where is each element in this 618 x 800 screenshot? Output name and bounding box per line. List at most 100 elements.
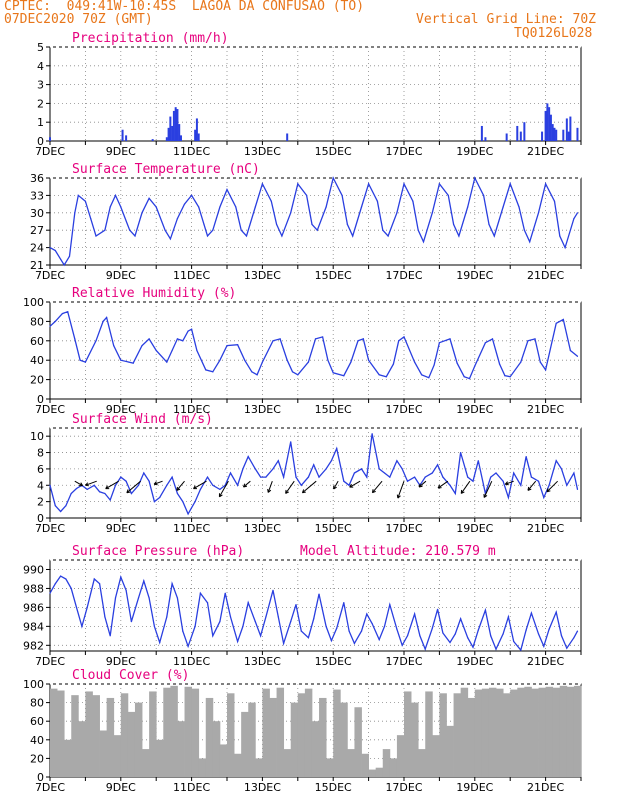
cloud-bar — [290, 702, 299, 777]
cloud-bar — [496, 688, 504, 777]
rh-point — [520, 361, 522, 363]
rh-point — [106, 316, 108, 319]
rh-point — [449, 338, 451, 340]
cloud-xtick-label: 17DEC — [385, 781, 422, 794]
cloud-title: Cloud Cover (%) — [72, 668, 189, 683]
pres-point — [242, 625, 244, 627]
pres-point — [313, 618, 315, 620]
precip-bar — [569, 116, 572, 141]
wind-point — [176, 492, 179, 495]
cloud-bar — [283, 749, 292, 777]
pres-point — [513, 640, 515, 643]
wind-arrow — [505, 480, 514, 485]
temp-title: Surface Temperature (nC) — [72, 162, 260, 177]
cloud-bar — [474, 689, 483, 777]
temp-point — [129, 229, 131, 231]
cloud-bar — [149, 691, 157, 777]
temp-point — [412, 200, 414, 202]
pres-point — [371, 622, 373, 625]
precip-bar — [567, 131, 570, 141]
temp-point — [95, 235, 97, 237]
pres-point — [75, 606, 78, 608]
wind-ytick-label: 0 — [37, 512, 44, 525]
pres-point — [336, 627, 338, 629]
rh-point — [468, 378, 471, 380]
pres-point — [437, 608, 439, 610]
temp-point — [290, 212, 292, 214]
cloud-bar — [566, 686, 575, 777]
temp-point — [84, 200, 86, 202]
wind-arrowhead — [105, 485, 108, 489]
pres-point — [460, 618, 462, 620]
pres-point — [442, 632, 444, 634]
precip-bar — [516, 125, 519, 141]
precip-ytick-label: 4 — [37, 60, 44, 73]
rh-point — [261, 361, 263, 363]
pres-point — [360, 630, 363, 632]
rh-xtick-label: 11DEC — [173, 403, 210, 416]
rh-xtick-label: 9DEC — [106, 403, 136, 416]
precip-ytick-label: 2 — [37, 97, 44, 110]
wind-point — [348, 484, 350, 486]
temp-point — [431, 212, 433, 214]
temp-point — [155, 206, 157, 208]
pres-point — [206, 602, 209, 604]
temp-point — [306, 194, 308, 196]
rh-point — [256, 374, 258, 376]
rh-point — [297, 374, 299, 376]
cloud-bar — [212, 721, 221, 777]
cloud-xtick-label: 7DEC — [35, 781, 65, 794]
precip-bar — [125, 135, 128, 141]
cloud-xtick-label: 11DEC — [173, 781, 210, 794]
rh-point — [545, 369, 547, 371]
precip-bar — [167, 127, 170, 141]
pres-point — [537, 633, 540, 635]
pres-point — [229, 616, 232, 618]
cloud-bar — [531, 688, 539, 777]
wind-point — [307, 476, 310, 478]
wind-arrow — [85, 480, 97, 486]
wind-xtick-label: 13DEC — [244, 522, 281, 535]
rh-point — [438, 342, 440, 344]
wind-point — [60, 510, 62, 513]
precip-bar — [562, 129, 565, 141]
temp-xtick-label: 9DEC — [106, 269, 136, 282]
wind-point — [325, 468, 327, 470]
cloud-bar — [50, 688, 58, 777]
pres-point — [104, 616, 106, 618]
pres-point — [490, 635, 492, 637]
wind-arrow — [397, 481, 405, 499]
wind-point — [272, 468, 274, 470]
pres-point — [348, 630, 350, 632]
pres-point — [277, 616, 279, 618]
cloud-bar — [64, 739, 72, 777]
temp-ytick-label: 36 — [30, 172, 44, 185]
wind-point — [525, 456, 527, 458]
temp-xtick-label: 15DEC — [315, 269, 352, 282]
cloud-bar — [71, 695, 79, 777]
temp-point — [537, 212, 540, 214]
pres-point — [265, 616, 267, 618]
precip-bar — [194, 129, 197, 141]
temp-point — [49, 247, 51, 249]
wind-arrowhead — [349, 483, 352, 488]
precip-bar — [151, 139, 154, 141]
pres-point — [212, 635, 214, 637]
wind-arrowhead — [527, 486, 530, 491]
cloud-bar — [524, 686, 532, 777]
rh-point — [171, 349, 173, 352]
rh-point — [166, 361, 168, 363]
wind-point — [513, 472, 515, 474]
rh-point — [534, 338, 536, 340]
pres-point — [159, 641, 161, 644]
wind-point — [442, 476, 444, 478]
rh-point — [403, 336, 405, 338]
pres-subtitle: Model Altitude: 210.579 m — [300, 544, 496, 559]
cloud-bar — [191, 688, 200, 777]
cloud-bar — [219, 744, 228, 777]
wind-point — [460, 451, 462, 454]
pres-point — [477, 629, 479, 631]
rh-point — [237, 344, 239, 346]
cloud-bar — [538, 687, 546, 777]
pres-point — [109, 635, 111, 637]
